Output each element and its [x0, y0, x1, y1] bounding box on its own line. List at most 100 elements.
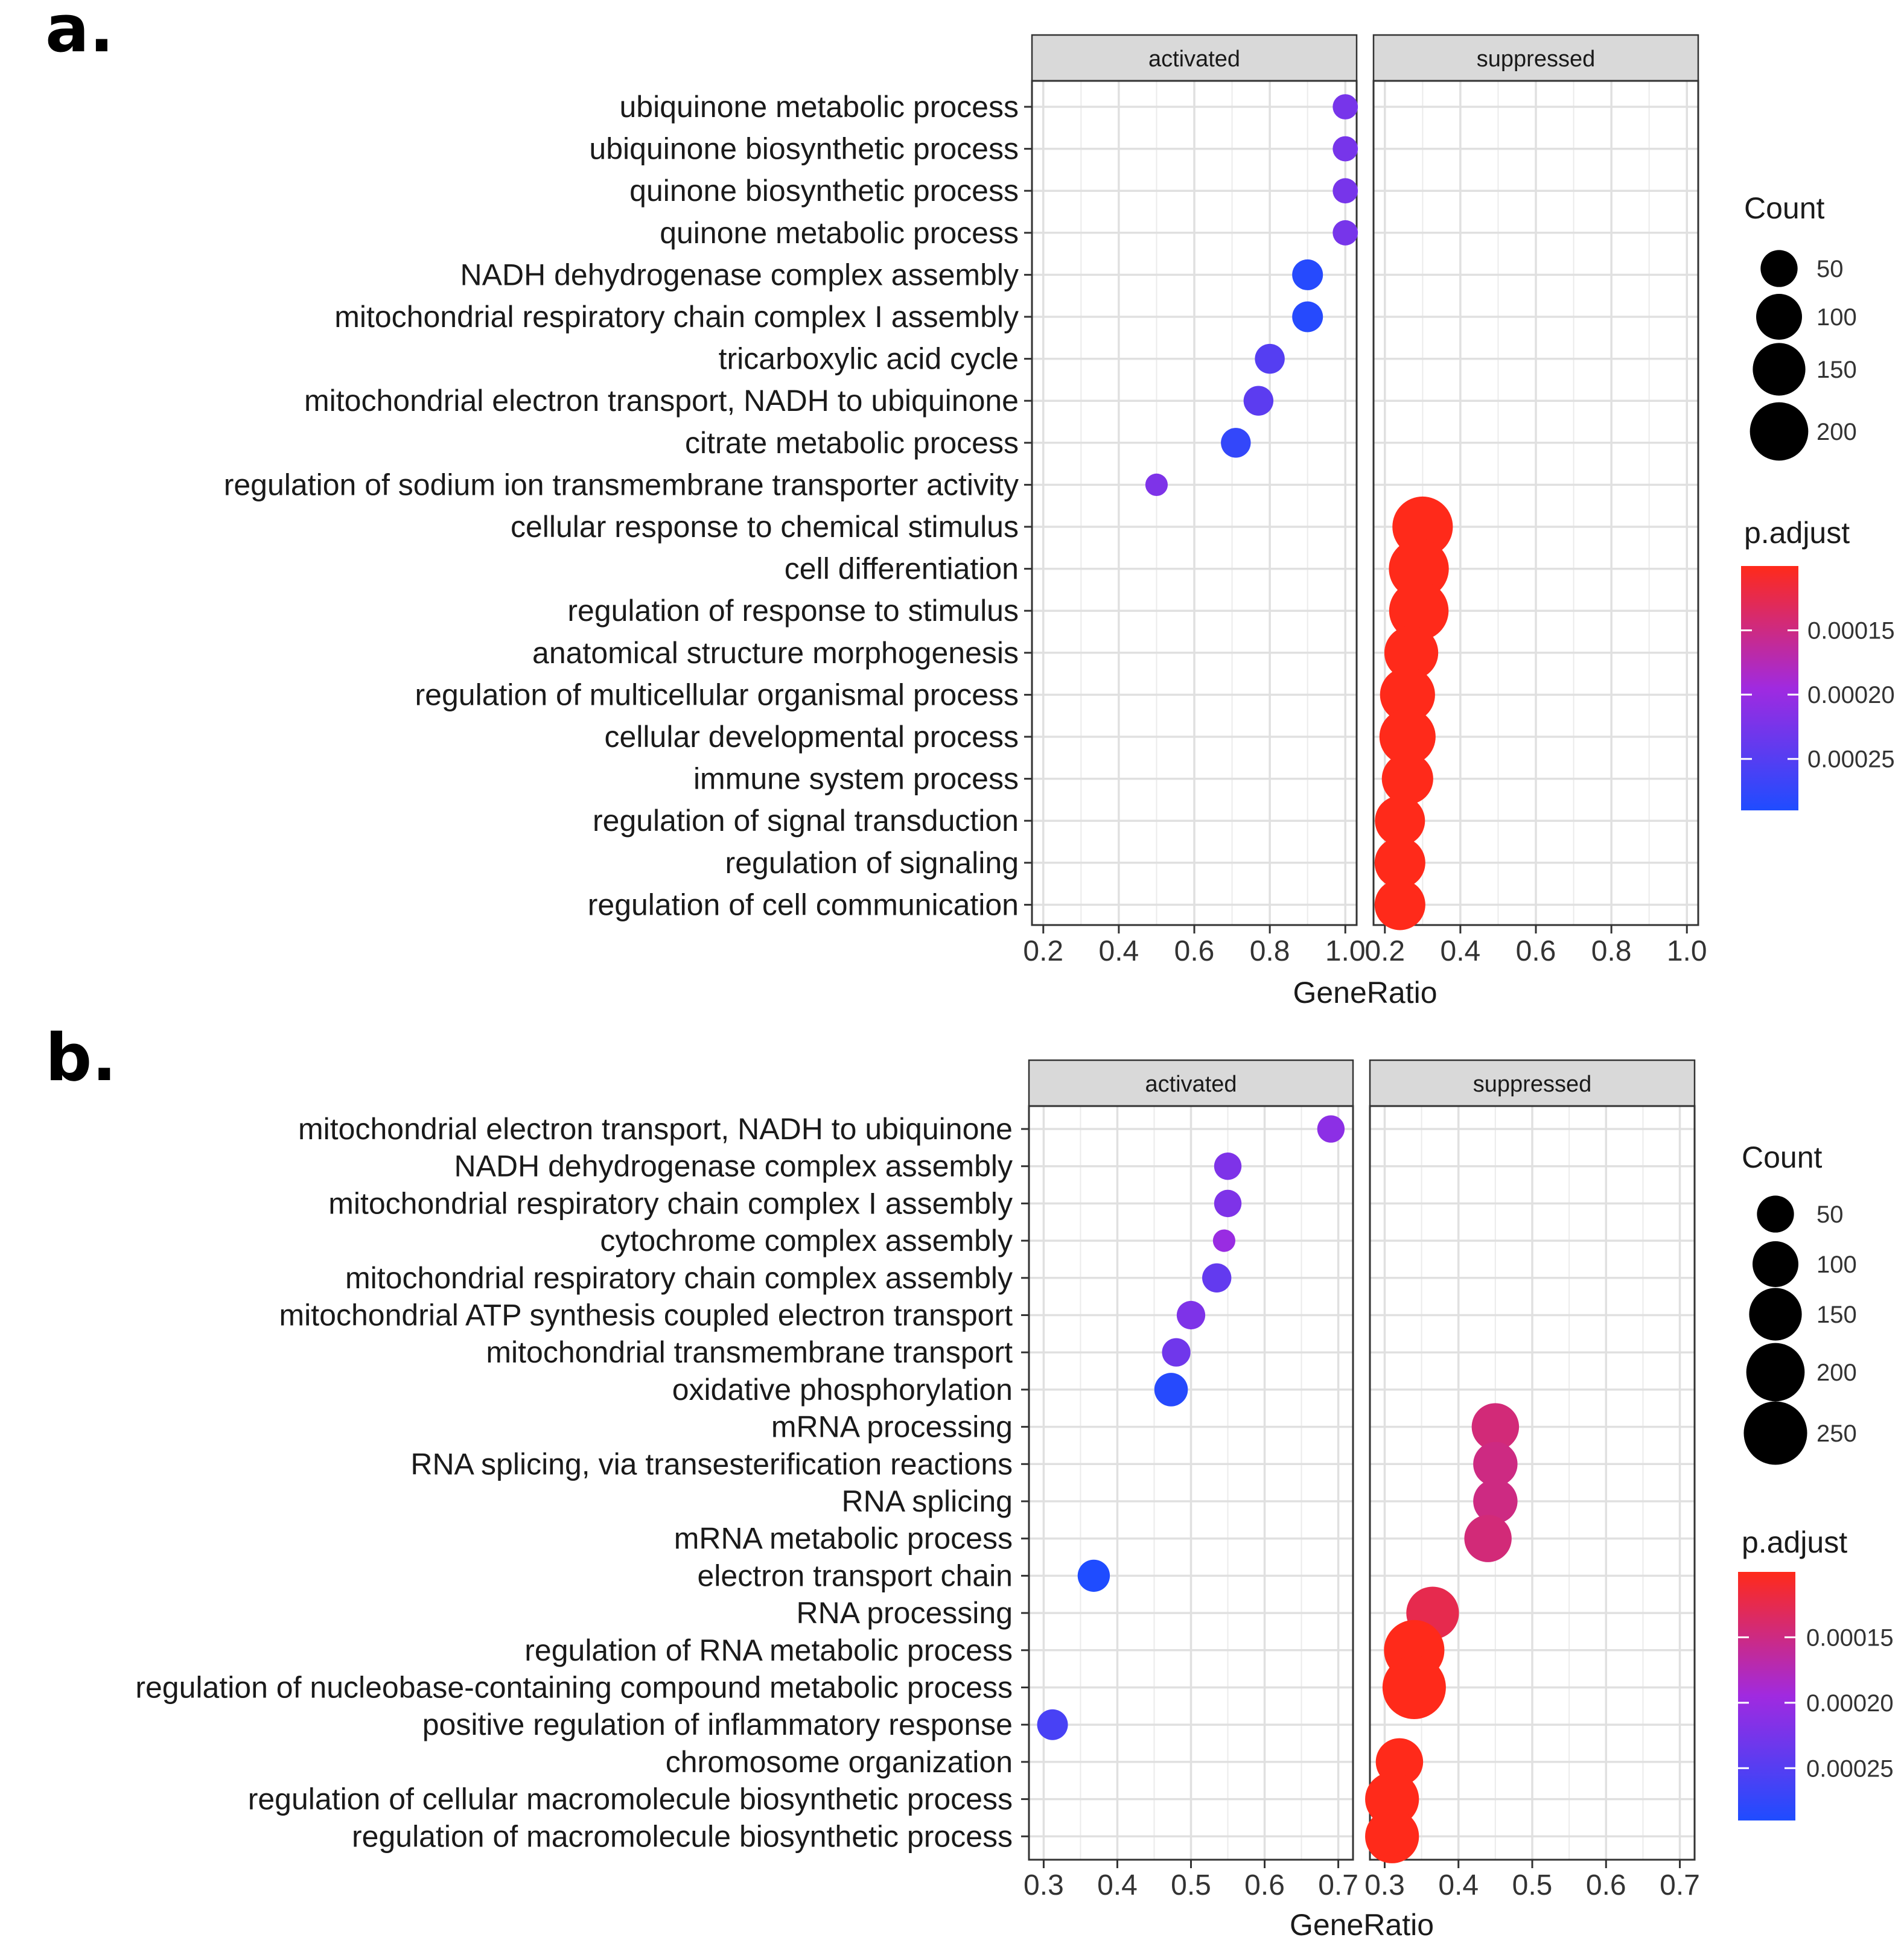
color-legend-label: 0.00020: [1807, 682, 1895, 708]
data-point: [1332, 178, 1358, 204]
color-legend-bar: [1741, 566, 1798, 810]
y-term-label: regulation of signaling: [725, 846, 1019, 880]
size-legend-label: 100: [1816, 1251, 1857, 1278]
size-legend-label: 50: [1816, 256, 1844, 282]
facet-strip: [1031, 34, 1358, 82]
y-term-label: RNA splicing: [842, 1484, 1013, 1518]
x-tick-label: 0.6: [1516, 935, 1556, 967]
y-term-label: regulation of response to stimulus: [567, 594, 1019, 628]
x-tick-label: 0.4: [1099, 935, 1139, 967]
x-tick-label: 0.4: [1438, 1869, 1479, 1901]
color-legend-bar: [1738, 1572, 1795, 1820]
y-term-label: regulation of sodium ion transmembrane t…: [224, 468, 1019, 501]
data-point: [1214, 1153, 1242, 1180]
size-legend-key: [1753, 1241, 1798, 1287]
x-axis-title: GeneRatio: [1290, 1908, 1434, 1942]
data-point: [1374, 837, 1425, 888]
x-tick-label: 1.0: [1667, 935, 1707, 967]
y-term-label: cellular developmental process: [605, 720, 1019, 754]
color-legend-title: p.adjust: [1744, 516, 1850, 550]
size-legend-key: [1756, 294, 1802, 340]
data-point: [1464, 1515, 1512, 1562]
data-point: [1243, 386, 1274, 416]
y-term-label: mitochondrial respiratory chain complex …: [345, 1261, 1013, 1295]
data-point: [1332, 94, 1358, 119]
data-point: [1212, 1229, 1236, 1252]
facet-activated: activated 0.2 0.4 0.6 0.8 1.0: [1023, 34, 1366, 967]
y-term-label: chromosome organization: [666, 1745, 1013, 1779]
x-tick-label: 0.6: [1174, 935, 1215, 967]
data-point: [1037, 1709, 1068, 1740]
y-term-label: mitochondrial ATP synthesis coupled elec…: [279, 1299, 1013, 1332]
x-tick-label: 0.8: [1591, 935, 1632, 967]
data-point: [1154, 1373, 1188, 1407]
y-term-label: oxidative phosphorylation: [672, 1373, 1013, 1407]
size-legend-label: 150: [1816, 357, 1857, 383]
data-point: [1389, 538, 1449, 599]
size-legend-key: [1757, 1195, 1794, 1233]
size-legend-key: [1753, 343, 1806, 396]
color-legend-label: 0.00025: [1807, 746, 1895, 773]
x-tick-label: 0.2: [1364, 935, 1405, 967]
size-legend-key: [1743, 1401, 1807, 1465]
size-legend-label: 100: [1816, 304, 1857, 331]
y-term-label: cytochrome complex assembly: [600, 1224, 1013, 1258]
y-term-label: regulation of cell communication: [588, 888, 1019, 921]
facet-strip-label: suppressed: [1477, 46, 1595, 72]
y-term-label: regulation of nucleobase-containing comp…: [135, 1671, 1013, 1705]
facet-suppressed: suppressed 0.3 0.4 0.5 0.6 0.7: [1364, 1059, 1700, 1901]
y-term-label: mitochondrial respiratory chain complex …: [328, 1186, 1013, 1220]
data-point: [1332, 136, 1358, 162]
facet-strip: [1369, 1059, 1696, 1107]
x-tick-label: 0.6: [1586, 1869, 1626, 1901]
y-term-label: immune system process: [693, 762, 1019, 796]
data-point: [1292, 259, 1323, 290]
y-term-label: electron transport chain: [697, 1559, 1013, 1592]
y-term-label: regulation of cellular macromolecule bio…: [248, 1782, 1013, 1816]
size-legend-key: [1760, 250, 1798, 287]
data-point: [1471, 1403, 1520, 1451]
data-point: [1317, 1115, 1345, 1143]
facet-strip: [1028, 1059, 1354, 1107]
x-tick-label: 0.3: [1024, 1869, 1064, 1901]
x-tick-label: 0.6: [1244, 1869, 1285, 1901]
size-legend-label: 50: [1816, 1201, 1844, 1228]
data-point: [1389, 580, 1449, 641]
data-point: [1145, 473, 1168, 496]
facet-strip-label: suppressed: [1473, 1072, 1591, 1097]
y-term-label: mRNA metabolic process: [674, 1522, 1013, 1556]
data-point: [1381, 753, 1433, 805]
size-legend-label: 200: [1816, 419, 1857, 445]
y-term-label: mitochondrial transmembrane transport: [486, 1335, 1013, 1369]
data-point: [1077, 1559, 1110, 1592]
y-term-label: RNA splicing, via transesterification re…: [410, 1447, 1013, 1481]
data-point: [1473, 1442, 1518, 1487]
color-legend-title: p.adjust: [1742, 1525, 1847, 1559]
data-point: [1375, 795, 1425, 846]
data-point: [1214, 1189, 1242, 1218]
y-term-label: mRNA processing: [771, 1410, 1013, 1444]
y-term-label: NADH dehydrogenase complex assembly: [460, 258, 1019, 291]
color-legend-label: 0.00015: [1807, 618, 1895, 644]
data-point: [1384, 626, 1439, 680]
x-tick-label: 0.8: [1250, 935, 1290, 967]
size-legend-title: Count: [1744, 191, 1825, 225]
size-legend-title: Count: [1742, 1140, 1823, 1174]
y-term-label: citrate metabolic process: [685, 426, 1019, 460]
color-legend-label: 0.00020: [1806, 1690, 1894, 1717]
size-legend-label: 150: [1816, 1302, 1857, 1328]
facet-suppressed: suppressed 0.2 0.4 0.6 0.8 1.0: [1364, 34, 1707, 967]
x-tick-label: 0.5: [1171, 1869, 1211, 1901]
y-term-label: regulation of macromolecule biosynthetic…: [352, 1819, 1013, 1853]
data-point: [1365, 1809, 1419, 1863]
y-term-label: mitochondrial respiratory chain complex …: [334, 300, 1019, 334]
data-point: [1332, 220, 1358, 246]
data-point: [1365, 1772, 1419, 1827]
panel-label: a.: [45, 0, 114, 67]
y-term-label: NADH dehydrogenase complex assembly: [454, 1149, 1013, 1183]
y-term-label: regulation of multicellular organismal p…: [415, 678, 1019, 711]
data-point: [1473, 1479, 1518, 1524]
data-point: [1202, 1263, 1232, 1293]
data-point: [1292, 301, 1323, 332]
